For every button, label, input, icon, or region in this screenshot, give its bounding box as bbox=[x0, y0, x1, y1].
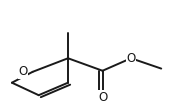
Text: O: O bbox=[18, 65, 28, 78]
Text: O: O bbox=[126, 52, 136, 65]
Text: O: O bbox=[98, 91, 107, 104]
